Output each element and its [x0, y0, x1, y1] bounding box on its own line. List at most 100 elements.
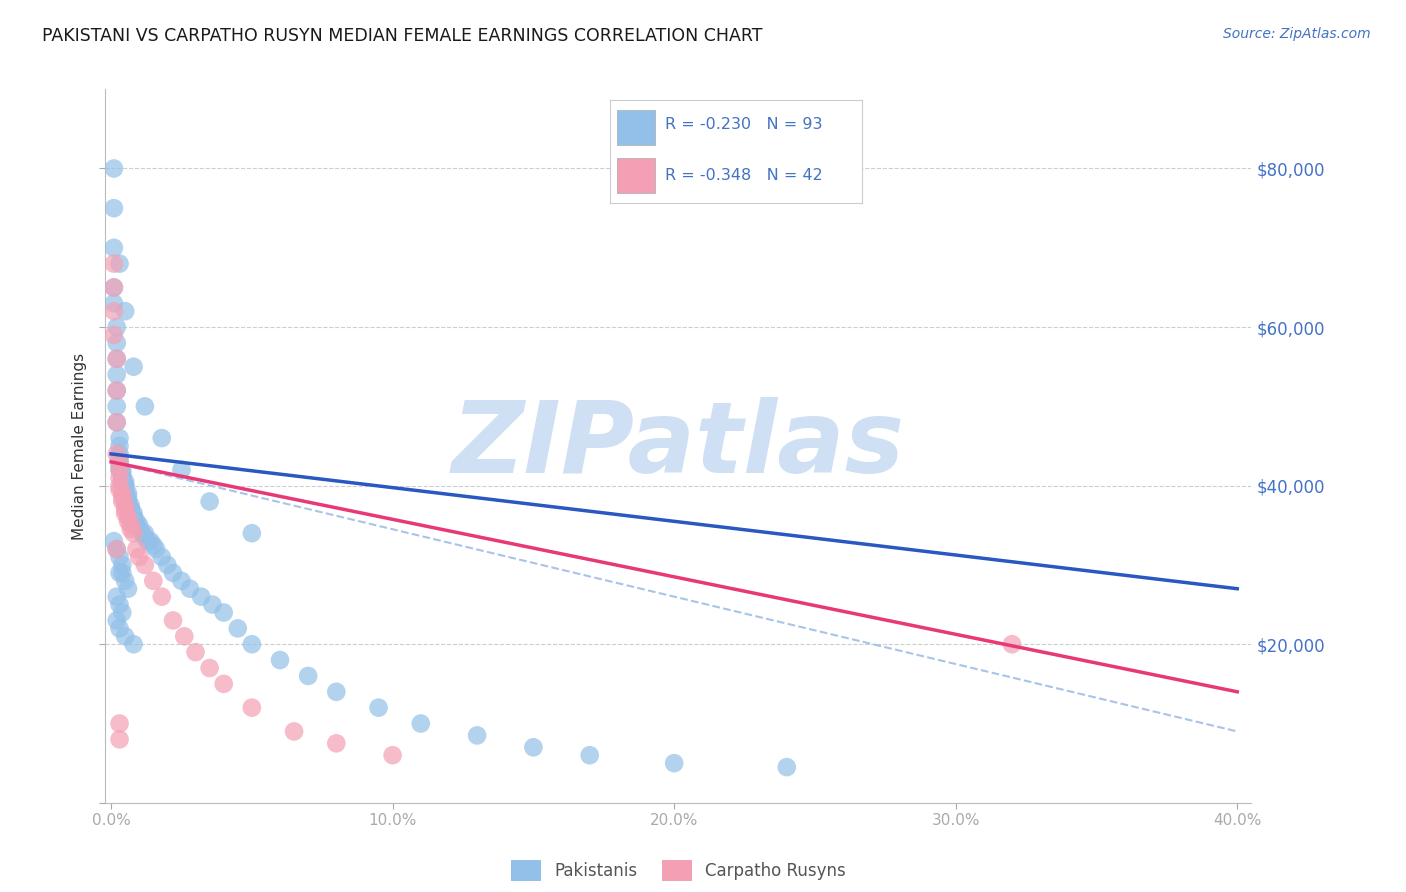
Point — [201, 598, 224, 612]
Point — [117, 582, 139, 596]
Point — [105, 368, 128, 382]
Point — [142, 574, 165, 588]
Point — [111, 486, 134, 500]
Point — [114, 478, 136, 492]
Point — [105, 542, 128, 557]
Point — [108, 450, 131, 465]
Point — [190, 590, 212, 604]
Point — [105, 415, 128, 429]
Point — [105, 384, 128, 398]
Point — [103, 241, 125, 255]
Point — [114, 499, 136, 513]
Point — [108, 257, 131, 271]
Point — [184, 645, 207, 659]
Text: ZIPatlas: ZIPatlas — [451, 398, 905, 494]
Point — [105, 415, 128, 429]
Y-axis label: Median Female Earnings: Median Female Earnings — [72, 352, 87, 540]
Point — [103, 280, 125, 294]
Point — [105, 335, 128, 350]
Point — [117, 510, 139, 524]
Point — [662, 756, 685, 771]
Point — [120, 502, 142, 516]
Point — [381, 748, 404, 763]
Point — [103, 328, 125, 343]
Point — [240, 700, 263, 714]
Point — [122, 526, 145, 541]
Point — [240, 526, 263, 541]
Point — [179, 582, 201, 596]
Point — [114, 502, 136, 516]
Point — [367, 700, 389, 714]
Point — [114, 507, 136, 521]
Point — [134, 558, 156, 572]
Point — [111, 558, 134, 572]
Point — [105, 614, 128, 628]
Point — [465, 728, 488, 742]
Point — [111, 606, 134, 620]
Point — [325, 685, 347, 699]
Point — [120, 518, 142, 533]
Point — [103, 296, 125, 310]
Point — [111, 494, 134, 508]
Point — [150, 590, 173, 604]
Point — [108, 455, 131, 469]
Point — [283, 724, 305, 739]
Point — [114, 486, 136, 500]
Point — [142, 538, 165, 552]
Point — [128, 549, 150, 564]
Point — [108, 566, 131, 580]
Point — [409, 716, 432, 731]
Point — [108, 458, 131, 473]
Point — [105, 320, 128, 334]
Legend: Pakistanis, Carpatho Rusyns: Pakistanis, Carpatho Rusyns — [503, 854, 853, 888]
Point — [122, 359, 145, 374]
Point — [125, 514, 148, 528]
Point — [269, 653, 291, 667]
Point — [111, 566, 134, 580]
Point — [117, 514, 139, 528]
Point — [105, 447, 128, 461]
Point — [103, 161, 125, 176]
Point — [136, 534, 159, 549]
Point — [108, 447, 131, 461]
Point — [103, 201, 125, 215]
Point — [108, 455, 131, 469]
Text: PAKISTANI VS CARPATHO RUSYN MEDIAN FEMALE EARNINGS CORRELATION CHART: PAKISTANI VS CARPATHO RUSYN MEDIAN FEMAL… — [42, 27, 762, 45]
Point — [198, 494, 221, 508]
Point — [122, 510, 145, 524]
Point — [522, 740, 544, 755]
Point — [105, 542, 128, 557]
Point — [240, 637, 263, 651]
Point — [105, 590, 128, 604]
Point — [120, 522, 142, 536]
Text: Source: ZipAtlas.com: Source: ZipAtlas.com — [1223, 27, 1371, 41]
Point — [134, 526, 156, 541]
Point — [117, 491, 139, 505]
Point — [114, 574, 136, 588]
Point — [170, 574, 193, 588]
Point — [103, 257, 125, 271]
Point — [128, 518, 150, 533]
Point — [108, 621, 131, 635]
Point — [105, 400, 128, 414]
Point — [108, 431, 131, 445]
Point — [111, 463, 134, 477]
Point — [114, 483, 136, 497]
Point — [105, 351, 128, 366]
Point — [776, 760, 799, 774]
Point — [105, 384, 128, 398]
Point — [120, 502, 142, 516]
Point — [103, 304, 125, 318]
Point — [162, 566, 184, 580]
Point — [111, 467, 134, 481]
Point — [108, 732, 131, 747]
Point — [134, 530, 156, 544]
Point — [111, 471, 134, 485]
Point — [156, 558, 179, 572]
Point — [105, 351, 128, 366]
Point — [122, 510, 145, 524]
Point — [578, 748, 600, 763]
Point — [212, 606, 235, 620]
Point — [173, 629, 195, 643]
Point — [122, 637, 145, 651]
